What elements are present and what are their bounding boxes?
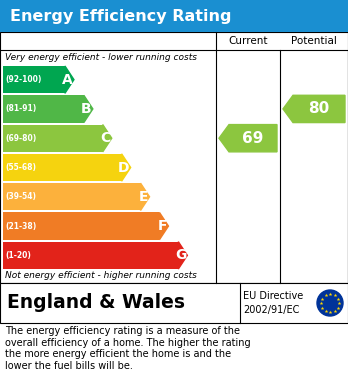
Text: (21-38): (21-38) bbox=[5, 222, 36, 231]
Polygon shape bbox=[65, 66, 74, 93]
Text: Potential: Potential bbox=[291, 36, 337, 46]
Circle shape bbox=[317, 290, 343, 316]
Text: A: A bbox=[62, 73, 73, 87]
Text: (39-54): (39-54) bbox=[5, 192, 36, 201]
Text: 69: 69 bbox=[242, 131, 264, 146]
Text: Current: Current bbox=[228, 36, 268, 46]
Bar bbox=[3, 183, 141, 210]
Bar bbox=[0, 283, 348, 323]
Text: Not energy efficient - higher running costs: Not energy efficient - higher running co… bbox=[5, 271, 197, 280]
Text: EU Directive: EU Directive bbox=[243, 291, 303, 301]
Polygon shape bbox=[178, 242, 187, 269]
Text: F: F bbox=[158, 219, 167, 233]
Polygon shape bbox=[283, 95, 345, 122]
Text: D: D bbox=[118, 160, 130, 174]
Text: (55-68): (55-68) bbox=[5, 163, 36, 172]
Text: 80: 80 bbox=[308, 101, 330, 117]
Text: Energy Efficiency Rating: Energy Efficiency Rating bbox=[10, 9, 231, 23]
Text: England & Wales: England & Wales bbox=[7, 294, 185, 312]
Text: Very energy efficient - lower running costs: Very energy efficient - lower running co… bbox=[5, 54, 197, 63]
Bar bbox=[3, 212, 159, 240]
Polygon shape bbox=[219, 125, 277, 152]
Bar bbox=[3, 125, 103, 152]
Text: B: B bbox=[81, 102, 92, 116]
Polygon shape bbox=[122, 154, 130, 181]
Polygon shape bbox=[159, 212, 168, 240]
Bar bbox=[3, 95, 84, 122]
Text: The energy efficiency rating is a measure of the
overall efficiency of a home. T: The energy efficiency rating is a measur… bbox=[5, 326, 251, 371]
Text: G: G bbox=[175, 248, 186, 262]
Polygon shape bbox=[103, 125, 112, 152]
Text: 2002/91/EC: 2002/91/EC bbox=[243, 305, 299, 315]
Text: (81-91): (81-91) bbox=[5, 104, 36, 113]
Text: (69-80): (69-80) bbox=[5, 134, 36, 143]
Polygon shape bbox=[84, 95, 93, 122]
Bar bbox=[0, 32, 348, 283]
Text: (1-20): (1-20) bbox=[5, 251, 31, 260]
Polygon shape bbox=[141, 183, 150, 210]
Bar bbox=[3, 154, 122, 181]
Text: C: C bbox=[101, 131, 111, 145]
Bar bbox=[3, 66, 65, 93]
Bar bbox=[3, 242, 178, 269]
Bar bbox=[0, 0, 348, 32]
Text: (92-100): (92-100) bbox=[5, 75, 41, 84]
Text: E: E bbox=[139, 190, 149, 204]
